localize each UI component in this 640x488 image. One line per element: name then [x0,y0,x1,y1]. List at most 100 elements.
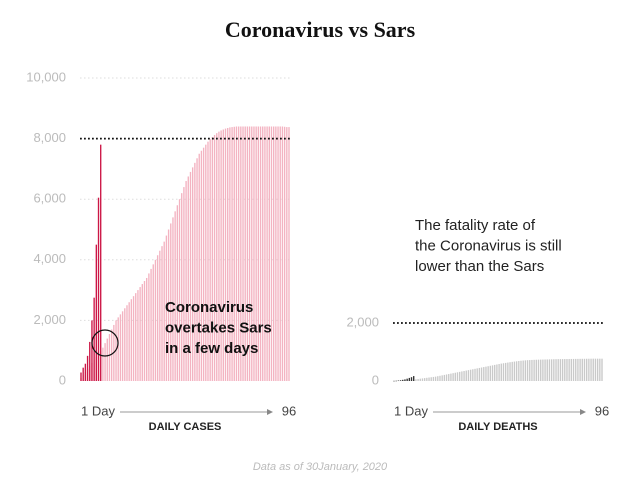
bar [264,126,266,381]
bar [395,380,397,382]
bar [577,358,579,381]
bar [491,365,494,381]
bar [463,370,465,381]
bar [588,358,590,381]
bar [194,162,196,381]
bar [535,359,537,381]
bar [146,277,148,381]
bar [570,358,573,381]
bar [174,211,176,381]
bar [507,362,509,381]
bar [544,359,546,381]
bar [106,338,108,381]
y-tick-label: 0 [59,372,66,387]
bar [415,379,417,381]
bar [526,360,529,381]
bar [500,363,502,381]
bar [170,223,172,381]
bar [104,343,106,381]
bar [520,360,522,381]
bar [546,359,548,381]
bar [566,359,568,381]
x-tick-label: 1 Day [81,403,115,418]
bar [196,158,198,381]
bar [559,359,562,381]
bar [585,358,588,381]
bar [483,367,485,381]
annotation: The fatality rate of [415,217,536,234]
bar [84,363,87,381]
bar [515,361,518,381]
bar [121,311,124,381]
annotation: Coronavirus [165,299,253,316]
bar [209,139,211,381]
bar [251,126,253,381]
bar [159,250,161,381]
bar [594,358,597,381]
bar [397,380,400,382]
bar [419,378,421,381]
bar [601,358,603,381]
bar [437,376,439,381]
bar [124,308,126,381]
bar [461,371,463,381]
annotation: in a few days [165,340,258,357]
bar [450,373,452,381]
bar [393,380,395,382]
bar [97,197,100,381]
bar [86,355,89,381]
bar [550,359,553,381]
bar [211,137,214,381]
bar [575,358,577,381]
bar [596,358,599,381]
bar [137,290,139,381]
bar [454,372,456,381]
bar [178,199,181,381]
bar [255,126,257,381]
bar [95,244,98,381]
bar [564,359,566,381]
bar [181,193,183,381]
bar [272,126,275,381]
bar [281,126,284,381]
bar [187,176,189,381]
bar [156,255,159,381]
bar [183,187,185,381]
bar [266,126,268,381]
bar [428,377,430,381]
bar [224,128,227,381]
bar [548,359,551,381]
bar [417,378,419,381]
bar [270,126,273,381]
bar [441,375,443,381]
bar [231,127,233,381]
bar [524,360,527,381]
bar [592,358,594,381]
bar [561,359,564,381]
bar [132,296,135,381]
bar [583,358,586,381]
bar [459,371,461,381]
bar [163,241,165,381]
bar [253,126,255,381]
bar [599,358,601,381]
bar [489,365,492,381]
bar [126,305,128,381]
bar [207,141,209,381]
bar [150,268,152,381]
bar [213,134,216,381]
bar [404,379,406,381]
bar [509,362,511,381]
bar [540,359,542,381]
bar [235,126,238,381]
bar [531,359,533,381]
bar [472,369,474,381]
bar [237,126,240,381]
annotation: lower than the Sars [415,258,544,275]
bar [402,379,404,381]
bar [518,360,520,381]
y-tick-label: 2,000 [33,312,66,327]
bar [288,127,290,381]
x-axis-label: DAILY CASES [149,421,222,433]
bar [218,131,220,381]
